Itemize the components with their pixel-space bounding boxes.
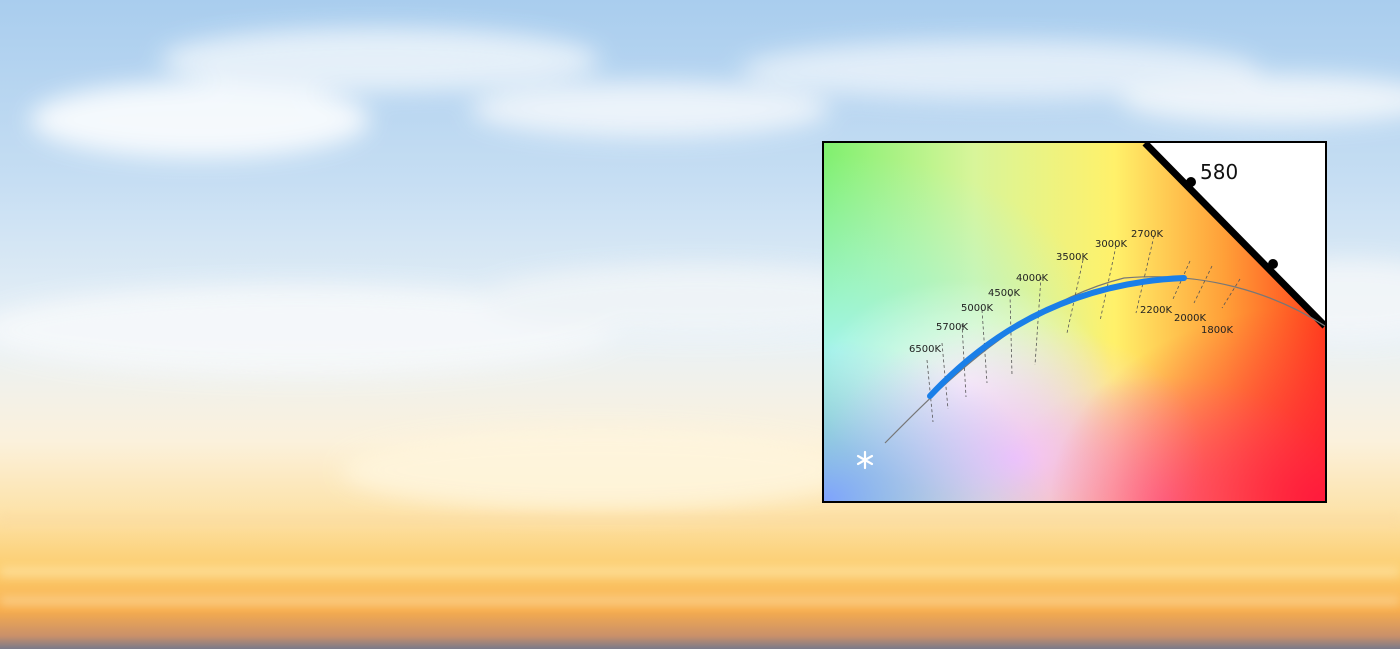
cct-label: 4000K (1016, 273, 1048, 284)
chromaticity-diagram: 580 6500K 5700K 5000K 4500K 4000K 3500K … (822, 141, 1327, 503)
wavelength-marker (1268, 259, 1278, 269)
cct-label: 3000K (1095, 239, 1127, 250)
cct-label: 6500K (909, 344, 941, 355)
spectral-locus-edge (1142, 143, 1325, 329)
wavelength-label: 580 (1200, 160, 1238, 184)
wavelength-marker (1186, 177, 1196, 187)
cct-label: 4500K (988, 288, 1020, 299)
cct-label: 5700K (936, 322, 968, 333)
cct-label: 2000K (1174, 313, 1206, 324)
cct-highlight-range (927, 275, 1187, 399)
cct-label: 2700K (1131, 229, 1163, 240)
cct-label: 3500K (1056, 252, 1088, 263)
cct-label: 2200K (1140, 305, 1172, 316)
isotherm-lines (926, 235, 1241, 423)
cct-label: 5000K (961, 303, 993, 314)
chromaticity-svg: 580 6500K 5700K 5000K 4500K 4000K 3500K … (824, 143, 1325, 501)
star-icon (856, 450, 874, 470)
cct-label: 1800K (1201, 325, 1233, 336)
